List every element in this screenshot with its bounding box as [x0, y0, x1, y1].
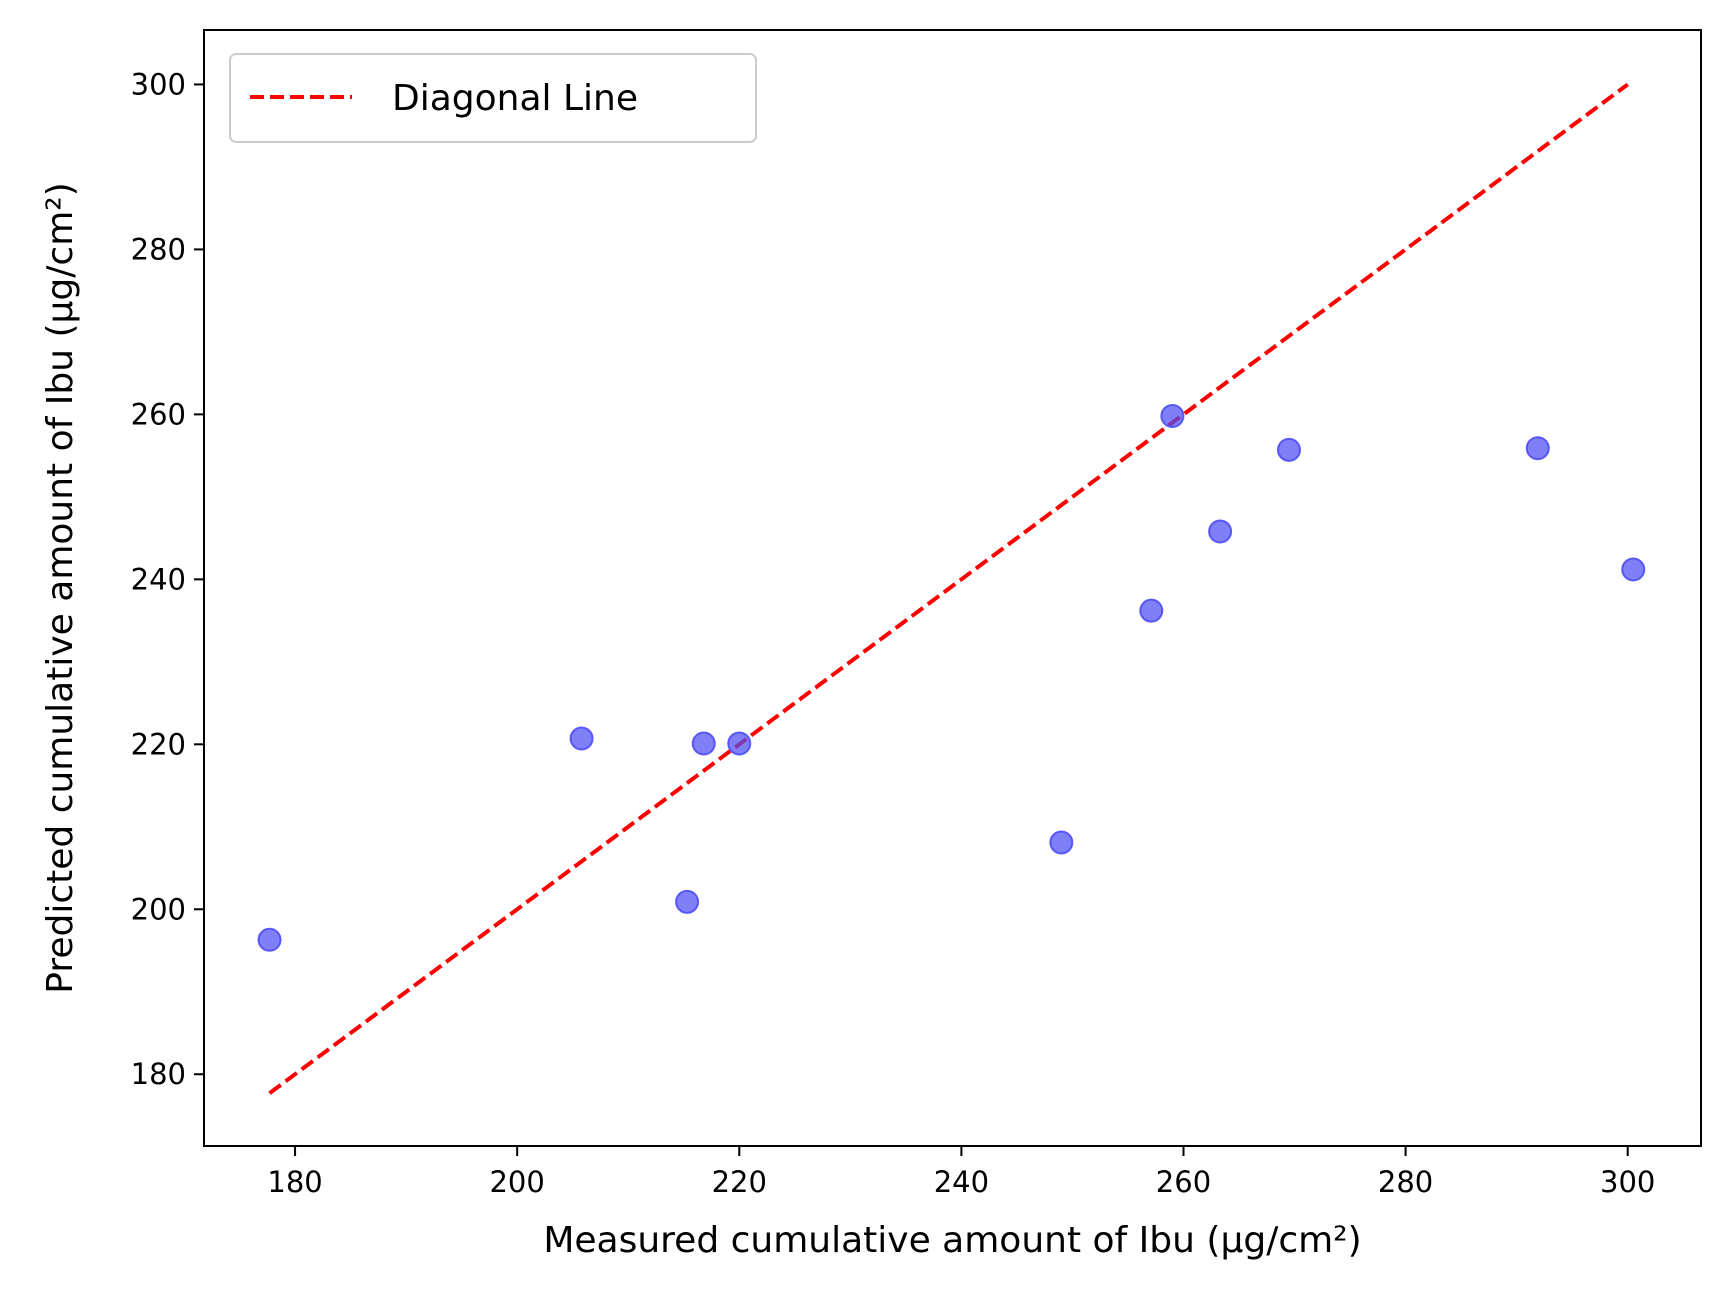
scatter-point: [1525, 436, 1550, 461]
y-axis-label: Predicted cumulative amount of Ibu (µg/c…: [40, 182, 81, 994]
x-tick-label: 180: [267, 1165, 322, 1199]
plot-frame: [203, 29, 1702, 1147]
scatter-point: [1621, 557, 1646, 582]
scatter-point: [1208, 519, 1233, 544]
y-tick-label: 240: [131, 562, 186, 596]
legend: Diagonal Line: [229, 53, 757, 143]
diagonal-line: [268, 82, 1629, 1095]
scatter-point: [675, 889, 700, 914]
legend-label-diagonal-line: Diagonal Line: [392, 78, 638, 119]
scatter-point: [1276, 437, 1301, 462]
scatter-point: [257, 927, 282, 952]
scatter-point: [569, 726, 594, 751]
x-tick-label: 220: [712, 1165, 767, 1199]
scatter-point: [1049, 830, 1074, 855]
x-tick-label: 200: [489, 1165, 544, 1199]
y-tick-label: 260: [131, 397, 186, 431]
scatter-point: [691, 731, 716, 756]
x-tick-label: 260: [1156, 1165, 1211, 1199]
x-tick-label: 300: [1600, 1165, 1655, 1199]
plot-area: [257, 82, 1646, 1095]
scatter-point: [1139, 598, 1164, 623]
x-tick-label: 280: [1378, 1165, 1433, 1199]
y-tick-label: 200: [131, 892, 186, 926]
x-axis-label: Measured cumulative amount of Ibu (µg/cm…: [543, 1220, 1361, 1261]
x-axis-ticks: 180 200 220 240 260 280 300: [267, 1146, 1655, 1199]
x-tick-label: 240: [934, 1165, 989, 1199]
scatter-point: [727, 731, 752, 756]
y-axis-ticks: 180 200 220 240 260 280 300: [131, 67, 204, 1091]
legend-box: [229, 53, 757, 143]
y-tick-label: 300: [131, 67, 186, 101]
y-tick-label: 280: [131, 232, 186, 266]
y-tick-label: 180: [131, 1057, 186, 1091]
scatter-point: [1160, 404, 1185, 429]
y-tick-label: 220: [131, 727, 186, 761]
